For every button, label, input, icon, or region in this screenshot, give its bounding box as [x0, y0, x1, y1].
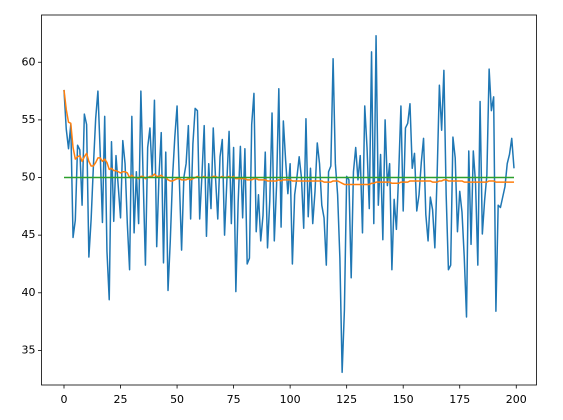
y-tick-label: 45 [22, 228, 36, 241]
axes-frame [41, 14, 537, 386]
y-tick-label: 50 [22, 171, 36, 184]
x-tick-label: 100 [280, 393, 301, 406]
x-tick-label: 150 [393, 393, 414, 406]
y-tick-label: 35 [22, 343, 36, 356]
x-tick-label: 0 [61, 393, 68, 406]
x-tick-label: 125 [336, 393, 357, 406]
x-tick-label: 200 [506, 393, 527, 406]
x-tick-label: 175 [449, 393, 470, 406]
y-tick-label: 40 [22, 286, 36, 299]
x-tick-label: 75 [227, 393, 241, 406]
y-tick-label: 60 [22, 55, 36, 68]
x-tick-label: 25 [114, 393, 128, 406]
y-tick-label: 55 [22, 113, 36, 126]
x-tick-label: 50 [170, 393, 184, 406]
data-line [63, 89, 514, 186]
data-line [63, 35, 515, 374]
